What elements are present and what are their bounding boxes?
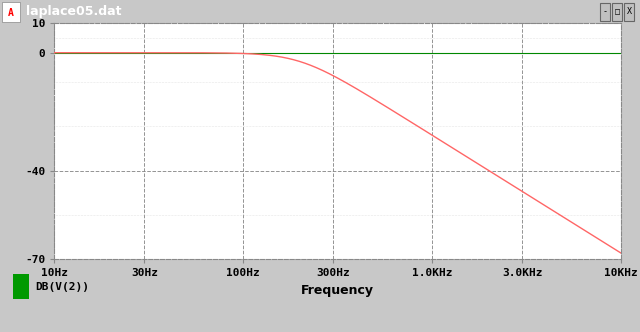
Bar <box>624 3 634 21</box>
Bar <box>600 3 610 21</box>
Bar <box>612 3 622 21</box>
Text: A: A <box>8 8 14 18</box>
Text: DB(V(2)): DB(V(2)) <box>35 282 89 292</box>
Text: X: X <box>627 7 632 17</box>
Bar <box>2 2 20 22</box>
Text: □: □ <box>614 7 620 17</box>
Text: laplace05.dat: laplace05.dat <box>26 5 122 19</box>
Bar <box>13 274 29 299</box>
X-axis label: Frequency: Frequency <box>301 284 374 296</box>
Text: -: - <box>602 7 607 17</box>
